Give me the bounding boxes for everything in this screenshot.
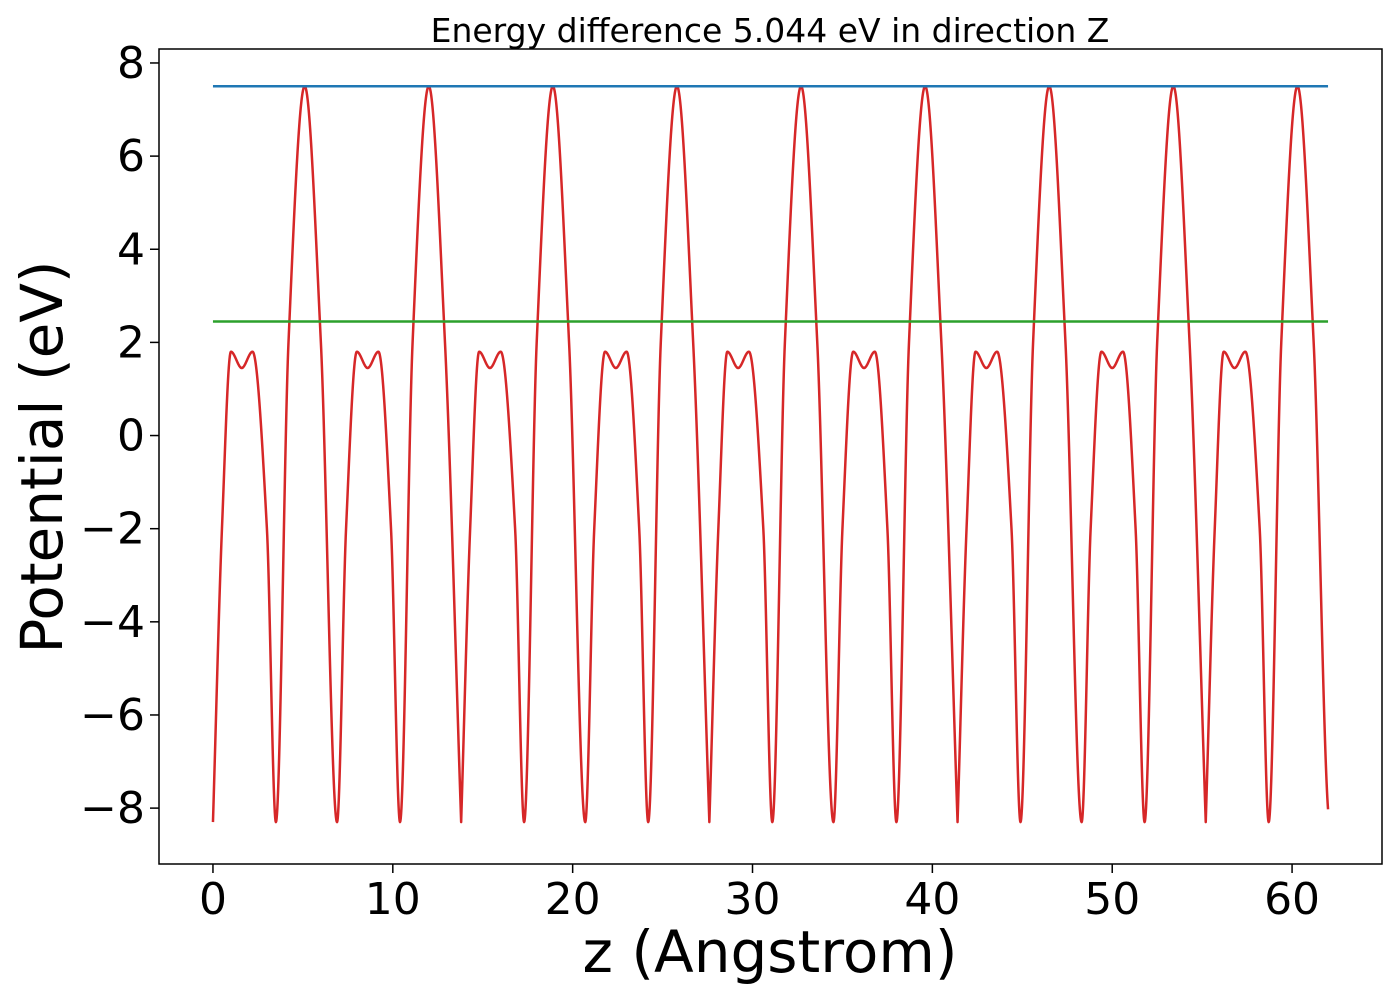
x-tick-label: 0 — [199, 874, 227, 925]
y-tick-label: −4 — [80, 597, 145, 648]
chart-title: Energy difference 5.044 eV in direction … — [431, 11, 1110, 50]
x-tick-label: 40 — [904, 874, 960, 925]
x-tick-label: 20 — [545, 874, 601, 925]
y-tick-label: 6 — [117, 131, 145, 182]
y-tick-label: 4 — [117, 224, 145, 275]
x-tick-label: 10 — [365, 874, 421, 925]
plot-frame — [158, 48, 1383, 865]
x-axis-label: z (Angstrom) — [583, 918, 958, 986]
x-tick-label: 60 — [1264, 874, 1320, 925]
y-axis: −8 −6 −4 −2 0 2 4 6 8 — [80, 38, 159, 834]
x-tick-label: 50 — [1084, 874, 1140, 925]
plot-lines — [211, 85, 1330, 824]
y-axis-label: Potential (eV) — [8, 260, 76, 653]
y-tick-label: 0 — [117, 411, 145, 462]
y-tick-label: 2 — [117, 317, 145, 368]
x-axis: 0 10 20 30 40 50 60 — [199, 864, 1320, 925]
x-tick-label: 30 — [725, 874, 781, 925]
y-tick-label: −8 — [80, 783, 145, 834]
series-line-0 — [211, 85, 1330, 824]
y-tick-label: −6 — [80, 690, 145, 741]
y-tick-label: 8 — [117, 38, 145, 89]
y-tick-label: −2 — [80, 504, 145, 555]
